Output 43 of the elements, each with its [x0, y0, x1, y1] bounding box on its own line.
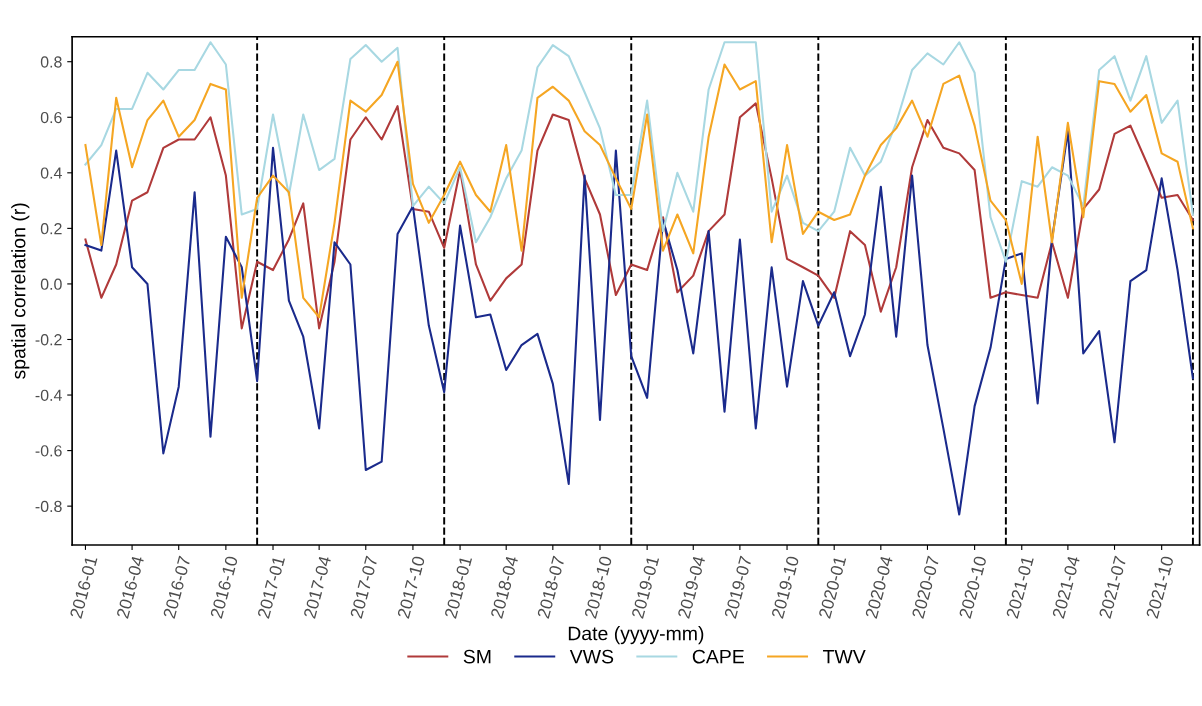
line-series	[84, 41, 1194, 263]
y-tick-label: 0.6	[40, 111, 62, 124]
line-series	[84, 102, 1194, 330]
x-tick-label: 2018-07	[537, 555, 565, 619]
y-tick-label: 0.0	[40, 278, 62, 290]
y-tick-label: 0.8	[40, 56, 62, 68]
y-tick-label: -0.4	[35, 389, 62, 401]
x-tick-label: 2016-01	[69, 555, 98, 619]
x-tick-label: 2017-10	[397, 555, 426, 619]
x-tick-label: 2019-10	[771, 555, 800, 619]
x-tick-label: 2018-10	[584, 555, 613, 619]
x-tick-label: 2020-07	[911, 555, 940, 619]
x-tick-label: 2016-04	[116, 555, 145, 619]
x-tick-label: 2019-01	[631, 555, 660, 619]
y-axis-title: spatial correlation (r)	[11, 203, 30, 379]
x-tick-label: 2016-10	[210, 555, 239, 619]
x-tick-label: 2017-07	[349, 555, 378, 619]
x-tick-label: 2018-01	[444, 555, 473, 619]
x-tick-label: 2021-01	[1005, 555, 1034, 619]
x-tick-label: 2021-04	[1052, 555, 1081, 619]
y-tick-label: -0.8	[35, 500, 62, 513]
x-tick-label: 2019-04	[677, 555, 706, 619]
y-tick-label: -0.6	[35, 445, 62, 457]
legend-label: VWS	[569, 649, 614, 664]
y-tick-label: 0.4	[40, 167, 62, 179]
x-tick-label: 2018-04	[490, 555, 519, 619]
x-tick-label: 2021-10	[1145, 555, 1174, 619]
legend-label: TWV	[822, 649, 866, 664]
x-tick-label: 2020-10	[958, 555, 987, 619]
y-tick-label: 0.2	[40, 223, 62, 235]
x-tick-label: 2017-04	[303, 555, 332, 619]
x-tick-label: 2016-07	[162, 555, 191, 619]
legend-label: CAPE	[692, 649, 744, 664]
x-tick-label: 2021-07	[1098, 555, 1127, 619]
x-tick-label: 2020-04	[865, 555, 894, 619]
line-series	[84, 60, 1194, 319]
x-tick-label: 2017-01	[257, 555, 286, 619]
x-tick-label: 2020-01	[818, 555, 847, 619]
x-tick-label: 2019-07	[724, 555, 752, 619]
x-axis-title: Date (yyyy-mm)	[568, 626, 704, 645]
line-series	[84, 130, 1194, 516]
legend-label: SM	[463, 649, 491, 664]
y-tick-label: -0.2	[35, 334, 62, 346]
